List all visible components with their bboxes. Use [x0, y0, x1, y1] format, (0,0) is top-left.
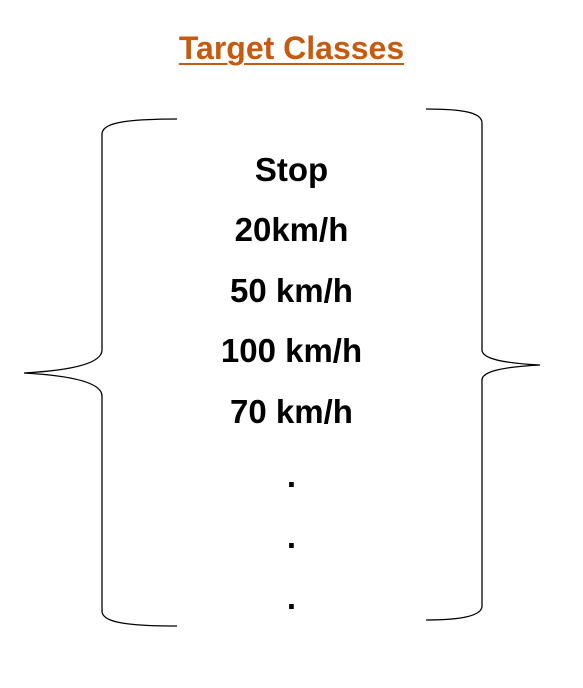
class-item-50kmh: 50 km/h: [230, 272, 353, 309]
ellipsis-dot: .: [286, 518, 297, 555]
right-curly-brace: [425, 108, 541, 621]
class-item-stop: Stop: [254, 151, 329, 188]
diagram-title: Target Classes: [178, 30, 405, 66]
ellipsis-dot: .: [286, 457, 297, 494]
class-item-70kmh: 70 km/h: [230, 393, 353, 430]
ellipsis-dot: .: [286, 579, 297, 616]
class-item-20kmh: 20km/h: [234, 211, 349, 248]
left-curly-brace: [23, 118, 178, 627]
class-item-100kmh: 100 km/h: [220, 332, 363, 369]
